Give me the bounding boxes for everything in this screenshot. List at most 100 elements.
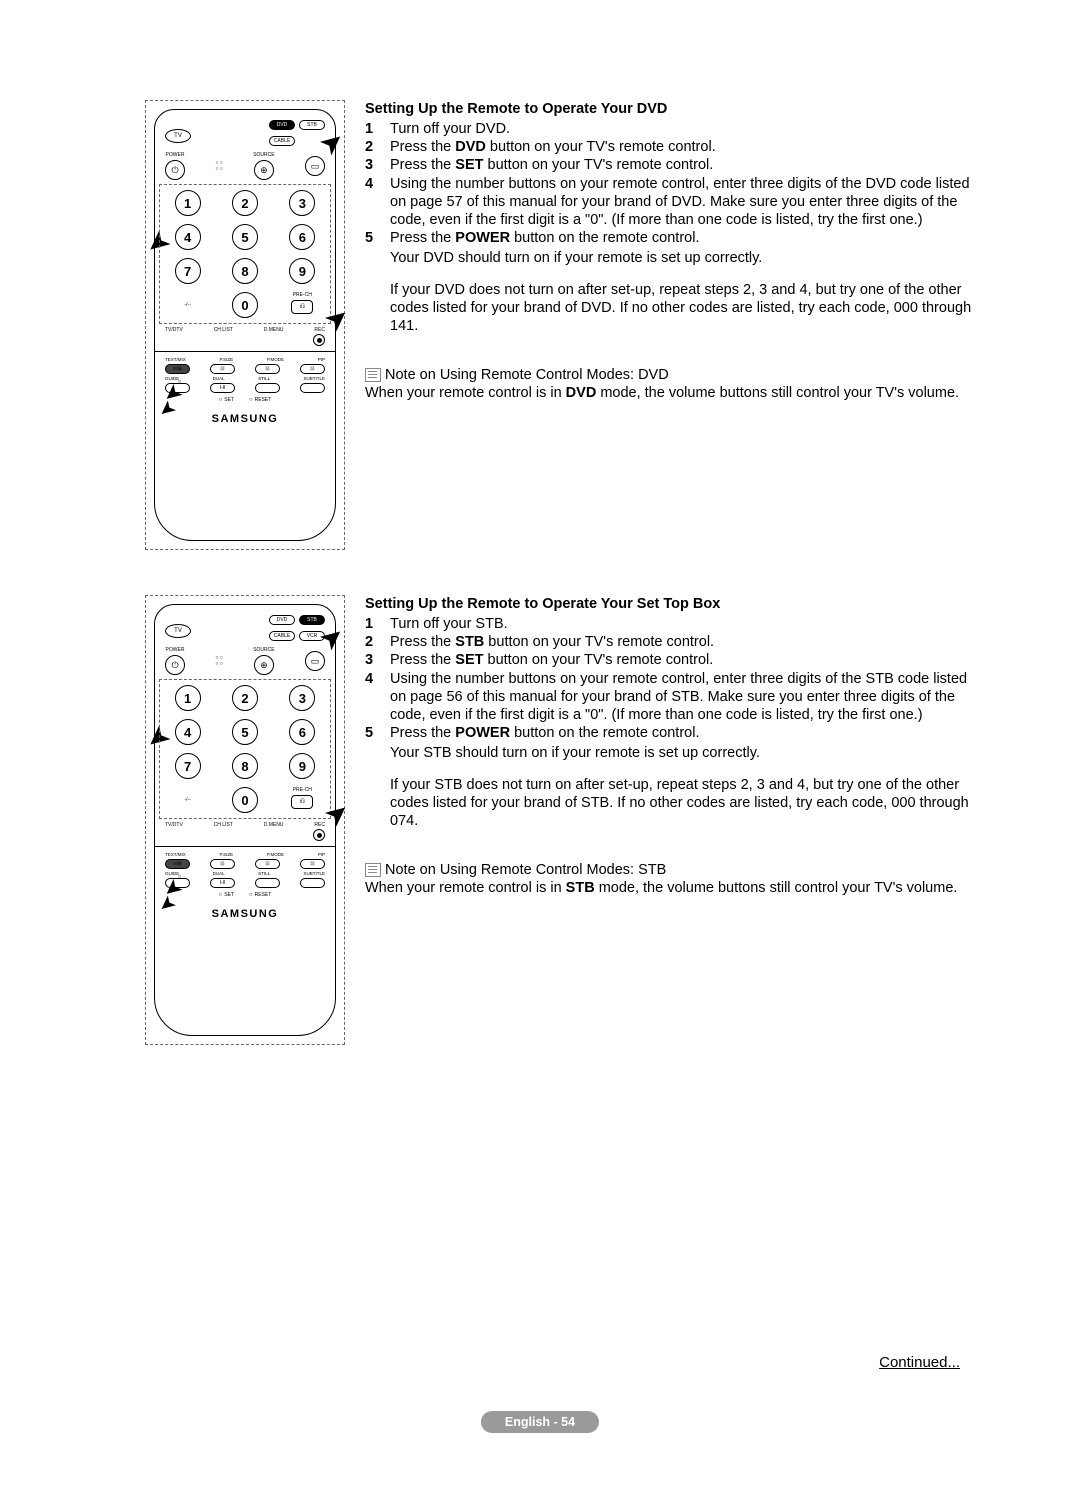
note-icon	[365, 863, 381, 877]
heading-stb: Setting Up the Remote to Operate Your Se…	[365, 595, 980, 613]
remote-diagram-stb: TV ➤ DVD STB CABLE VCR	[145, 595, 345, 1045]
lbl-tvdtv: TV/DTV	[165, 327, 183, 333]
cable-pill: CABLE	[269, 136, 295, 146]
lbl-psize: P.SIZE	[219, 852, 233, 857]
continued-label: Continued...	[879, 1354, 960, 1371]
remote-body: TV ➤ DVD STB CABLE VCR	[154, 604, 336, 1036]
pre-ch-label: PRE-CH	[293, 292, 312, 298]
lbl-rec: REC	[314, 327, 325, 333]
fn-subtitle	[300, 878, 325, 888]
num-2: 2	[232, 190, 258, 216]
step-num-1: 1	[365, 615, 390, 633]
step-num-4: 4	[365, 670, 390, 724]
num-9: 9	[289, 753, 315, 779]
num-6: 6	[289, 224, 315, 250]
num-7: 7	[175, 753, 201, 779]
step-4: Using the number buttons on your remote …	[390, 670, 980, 724]
lbl-dmenu: D.MENU	[264, 822, 284, 828]
lbl-chlist: CH LIST	[214, 327, 233, 333]
lbl-rec: REC	[314, 822, 325, 828]
heading-dvd: Setting Up the Remote to Operate Your DV…	[365, 100, 980, 118]
rec-button	[313, 829, 325, 841]
number-pad: 1 2 3 4 5 6 7 8 9 -/-- 0 PRE-CH ⎌	[166, 190, 324, 318]
step-3: Press the SET button on your TV's remote…	[390, 156, 980, 174]
troubleshoot-stb: If your STB does not turn on after set-u…	[365, 776, 980, 830]
step-num-5: 5	[365, 229, 390, 247]
step-3: Press the SET button on your TV's remote…	[390, 651, 980, 669]
note-icon	[365, 368, 381, 382]
lbl-dmenu: D.MENU	[264, 327, 284, 333]
reset-label: RESET	[249, 892, 271, 898]
num-0: 0	[232, 787, 258, 813]
lbl-dual: DUAL	[213, 376, 225, 381]
fn-subtitle	[300, 383, 325, 393]
fn-dual: I-II	[210, 383, 235, 393]
lbl-psize: P.SIZE	[219, 357, 233, 362]
fn-psize: ⊡	[210, 364, 235, 374]
samsung-logo: SAMSUNG	[212, 413, 279, 425]
num-3: 3	[289, 685, 315, 711]
step-5: Press the POWER button on the remote con…	[390, 229, 980, 247]
lbl-pmode: P.MODE	[267, 357, 284, 362]
footer-pill: English - 54	[481, 1411, 599, 1433]
step-2: Press the DVD button on your TV's remote…	[390, 138, 980, 156]
remote-diagram-dvd: TV ➤ DVD STB CABLE	[145, 100, 345, 550]
lbl-still: STILL	[258, 871, 270, 876]
display-button: ▭	[305, 156, 325, 176]
note-title: Note on Using Remote Control Modes: STB	[385, 862, 666, 878]
power-label: POWER	[166, 647, 185, 653]
rec-button	[313, 334, 325, 346]
step-num-4: 4	[365, 175, 390, 229]
lbl-tvdtv: TV/DTV	[165, 822, 183, 828]
step-5-sub: Your DVD should turn on if your remote i…	[365, 249, 980, 267]
step-2: Press the STB button on your TV's remote…	[390, 633, 980, 651]
num-6: 6	[289, 719, 315, 745]
note-body: When your remote control is in STB mode,…	[365, 879, 980, 897]
fn-pmode: ⊡	[255, 859, 280, 869]
lbl-pmode: P.MODE	[267, 852, 284, 857]
num-3: 3	[289, 190, 315, 216]
lbl-pip: PIP	[318, 357, 325, 362]
note-dvd: Note on Using Remote Control Modes: DVD …	[365, 366, 980, 402]
number-pad-area: ➤ 1 2 3 4 5 6 7 8 9 -/-- 0 PRE	[159, 679, 331, 819]
fn-psize: ⊡	[210, 859, 235, 869]
lbl-textmix: TEXT/MIX	[165, 852, 186, 857]
num-5: 5	[232, 719, 258, 745]
num-8: 8	[232, 753, 258, 779]
instructions-stb: Setting Up the Remote to Operate Your Se…	[365, 595, 980, 1045]
dvd-pill: DVD	[269, 615, 295, 625]
lbl-subtitle: SUBTITLE	[303, 376, 325, 381]
step-1: Turn off your DVD.	[390, 120, 980, 138]
number-pad-area: ➤ 1 2 3 4 5 6 7 8 9 -/-- 0 PRE	[159, 184, 331, 324]
display-button: ▭	[305, 651, 325, 671]
num-1: 1	[175, 685, 201, 711]
number-pad: 1 2 3 4 5 6 7 8 9 -/-- 0 PRE-CH ⎌	[166, 685, 324, 813]
step-num-3: 3	[365, 156, 390, 174]
num-7: 7	[175, 258, 201, 284]
note-title: Note on Using Remote Control Modes: DVD	[385, 367, 669, 383]
dvd-pill: DVD	[269, 120, 295, 130]
step-5-sub: Your STB should turn on if your remote i…	[365, 744, 980, 762]
bottom-labels: TV/DTV CH LIST D.MENU REC	[165, 822, 325, 828]
power-label: POWER	[166, 152, 185, 158]
note-stb: Note on Using Remote Control Modes: STB …	[365, 861, 980, 897]
fn-pip: ⊡	[300, 859, 325, 869]
remote-body: TV ➤ DVD STB CABLE	[154, 109, 336, 541]
source-button: ⊕	[254, 160, 274, 180]
num-4: 4	[175, 224, 201, 250]
note-body: When your remote control is in DVD mode,…	[365, 384, 980, 402]
num-2: 2	[232, 685, 258, 711]
instructions-dvd: Setting Up the Remote to Operate Your DV…	[365, 100, 980, 550]
step-num-3: 3	[365, 651, 390, 669]
lbl-pip: PIP	[318, 852, 325, 857]
fn-still	[255, 383, 280, 393]
section-stb: TV ➤ DVD STB CABLE VCR	[145, 595, 980, 1045]
step-1: Turn off your STB.	[390, 615, 980, 633]
lbl-textmix: TEXT/MIX	[165, 357, 186, 362]
fn-dual: I-II	[210, 878, 235, 888]
tv-button: TV	[165, 624, 191, 638]
troubleshoot-dvd: If your DVD does not turn on after set-u…	[365, 281, 980, 335]
lbl-dual: DUAL	[213, 871, 225, 876]
num-8: 8	[232, 258, 258, 284]
source-button: ⊕	[254, 655, 274, 675]
